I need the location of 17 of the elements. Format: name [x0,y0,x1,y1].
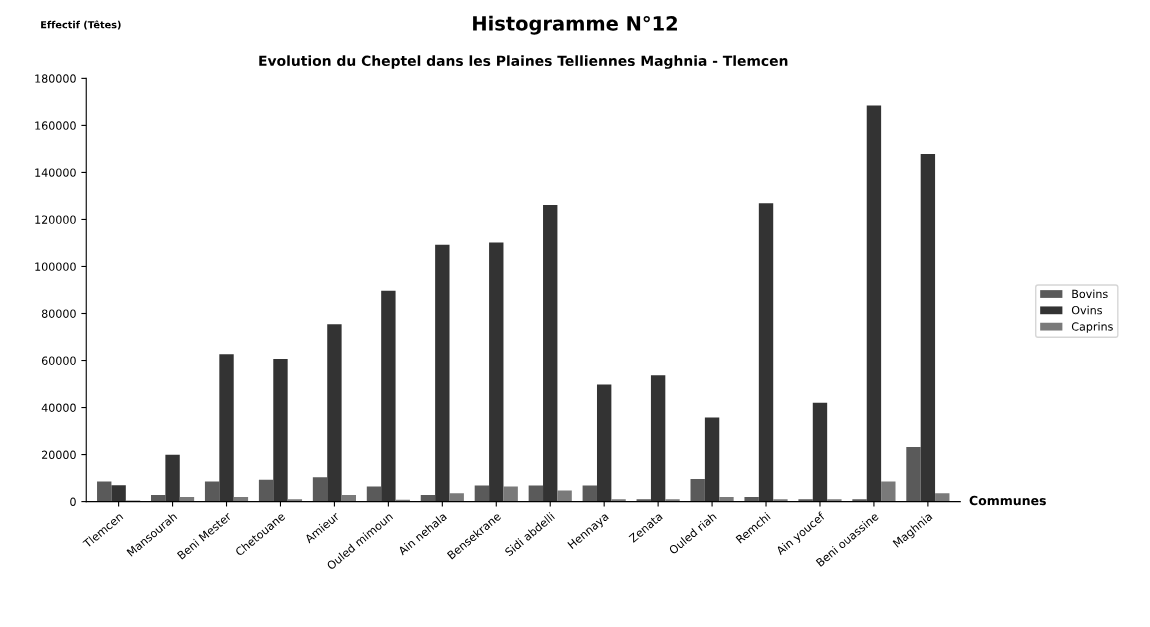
chart-subtitle: Evolution du Cheptel dans les Plaines Telliennes Maghnia - Tlemcen [259,55,788,69]
chart-title: Histogramme N°12 [473,15,677,35]
y-tick-label: 100000 [35,262,76,271]
y-tick-label: 0 [70,497,76,506]
y-tick-label: 160000 [35,121,76,130]
x-axis-title: Communes [969,495,1046,506]
y-tick-label: 120000 [35,215,76,224]
y-tick-label: 20000 [41,450,76,459]
y-tick-label: 180000 [35,74,76,83]
legend-label: Ovins [1071,305,1102,315]
legend-label: Caprins [1071,322,1113,333]
y-tick-label: 80000 [41,309,76,318]
y-tick-label: 60000 [41,356,76,365]
legend-label: Bovins [1072,289,1108,299]
y-tick-label: 40000 [41,403,76,412]
y-tick-label: 140000 [35,168,76,177]
y-axis-title: Effectif (Têtes) [41,20,121,30]
